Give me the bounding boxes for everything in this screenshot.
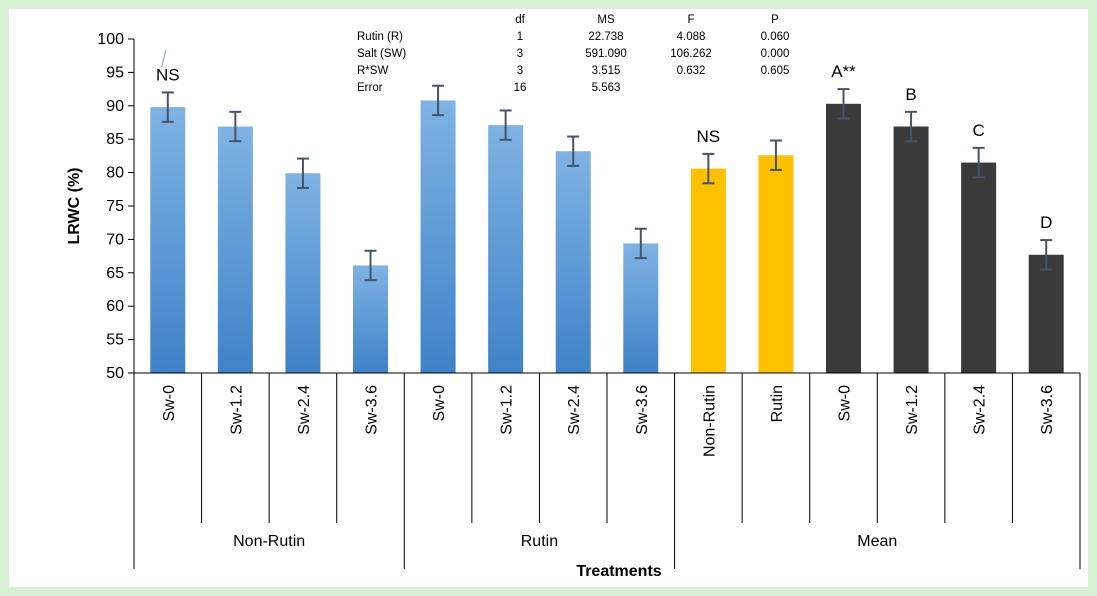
bar <box>1028 254 1064 373</box>
group-label: Rutin <box>521 533 558 550</box>
x-tick-label: Sw-0 <box>431 385 448 422</box>
anova-cell: 0.000 <box>761 48 790 60</box>
axes-layer: 50 55 60 65 70 75 80 85 90 95 100 <box>97 31 1081 569</box>
y-tick-label: 50 <box>106 365 124 382</box>
anova-cell: 1 <box>517 31 523 43</box>
x-tick-label: Sw-1.2 <box>228 385 245 435</box>
x-tick-label: Sw-2.4 <box>972 385 989 435</box>
y-tick-label: 70 <box>106 231 124 248</box>
group-label: Non-Rutin <box>233 533 305 550</box>
y-axis-title: LRWC (%) <box>66 167 83 244</box>
anova-cell: 3 <box>517 48 523 60</box>
bar <box>420 100 456 374</box>
anova-cell: Error <box>357 82 383 94</box>
group-label: Mean <box>857 533 897 550</box>
x-tick-label: Sw-1.2 <box>904 385 921 435</box>
anova-cell: 591.090 <box>585 48 627 60</box>
anova-cell: 16 <box>514 82 527 94</box>
ns-leader-line <box>161 49 167 68</box>
significance-label: D <box>1040 213 1052 232</box>
anova-header: P <box>771 14 779 26</box>
anova-cell: Salt (SW) <box>357 48 406 60</box>
y-tick-label: 80 <box>106 165 124 182</box>
anova-cell: Rutin (R) <box>357 31 403 43</box>
y-tick-label: 90 <box>106 98 124 115</box>
anova-header: MS <box>597 14 615 26</box>
bars-layer <box>150 84 1064 374</box>
bar <box>690 168 726 373</box>
x-tick-label: Sw-3.6 <box>364 385 381 435</box>
x-tick-label: Sw-2.4 <box>296 385 313 435</box>
anova-cell: 0.060 <box>761 31 790 43</box>
significance-label: A** <box>831 62 856 81</box>
anova-cell: R*SW <box>357 65 388 77</box>
significance-label: NS <box>156 65 180 84</box>
anova-cell: 0.605 <box>761 65 790 77</box>
y-tick-label: 75 <box>106 198 124 215</box>
labels-layer: NS Sw-0 Sw-1.2 Sw-2.4 Sw-3.6 Sw-0 Sw-1.2 Sw-2.4… <box>156 49 1056 550</box>
bar <box>150 107 186 374</box>
x-tick-label: Sw-2.4 <box>566 385 583 435</box>
anova-header: F <box>687 14 694 26</box>
significance-label: NS <box>697 127 721 146</box>
anova-table: df MS F P Rutin (R) 1 22.738 4.088 0.060 Salt (SW… <box>357 14 789 94</box>
anova-header: df <box>515 14 525 26</box>
significance-label: C <box>973 121 985 140</box>
bar <box>555 151 591 373</box>
anova-cell: 0.632 <box>677 65 706 77</box>
x-tick-label: Sw-0 <box>161 385 178 422</box>
y-tick-label: 100 <box>97 31 124 48</box>
bar <box>217 126 253 374</box>
bar <box>623 243 659 373</box>
x-axis-title: Treatments <box>576 563 661 580</box>
bar <box>488 125 524 373</box>
anova-cell: 106.262 <box>670 48 712 60</box>
bar <box>285 173 321 373</box>
y-tick-label: 65 <box>106 265 124 282</box>
anova-cell: 3.515 <box>592 65 621 77</box>
x-tick-label: Sw-3.6 <box>634 385 651 435</box>
anova-cell: 3 <box>517 65 523 77</box>
chart-panel: 50 55 60 65 70 75 80 85 90 95 100 NS Sw-0 Sw-1.2 Sw-2… <box>9 9 1088 587</box>
anova-cell: 22.738 <box>588 31 623 43</box>
x-tick-label: Rutin <box>769 385 786 422</box>
y-tick-label: 60 <box>106 298 124 315</box>
bar <box>353 265 388 373</box>
bar-chart: 50 55 60 65 70 75 80 85 90 95 100 NS Sw-0 Sw-1.2 Sw-2… <box>66 14 1081 580</box>
y-tick-label: 95 <box>106 64 124 81</box>
bar <box>758 155 794 373</box>
anova-cell: 5.563 <box>592 82 621 94</box>
x-tick-label: Non-Rutin <box>701 385 718 457</box>
x-tick-label: Sw-1.2 <box>499 385 516 435</box>
y-tick-label: 85 <box>106 131 124 148</box>
bar <box>826 103 861 374</box>
significance-label: B <box>905 85 916 104</box>
anova-cell: 4.088 <box>677 31 706 43</box>
x-tick-label: Sw-0 <box>837 385 854 422</box>
bar <box>961 162 997 373</box>
bar <box>893 126 929 374</box>
x-tick-label: Sw-3.6 <box>1039 385 1056 435</box>
y-tick-label: 55 <box>106 332 124 349</box>
